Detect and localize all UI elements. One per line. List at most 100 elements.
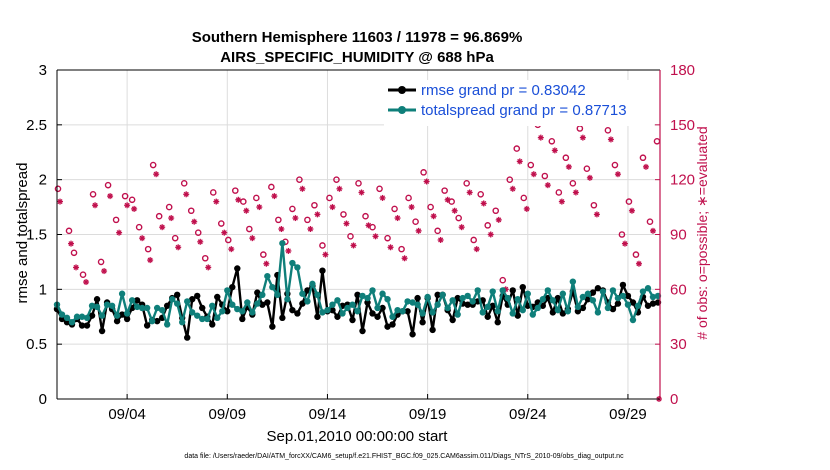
obs-evaluated-point <box>572 189 579 196</box>
obs-possible-point <box>548 137 556 145</box>
obs-evaluated-stroke <box>531 171 537 177</box>
obs-evaluated-stroke <box>147 257 153 263</box>
obs-evaluated-stroke <box>379 195 386 201</box>
obs-evaluated-point <box>57 198 64 205</box>
obs-evaluated-point <box>649 227 656 234</box>
obs-evaluated-stroke <box>365 222 372 228</box>
obs-evaluated-stroke <box>409 204 415 210</box>
obs-possible-point <box>112 216 120 224</box>
obs-possible-point <box>499 276 507 284</box>
obs-evaluated-point <box>147 257 154 264</box>
obs-possible-point <box>171 234 179 242</box>
series-point-rmse <box>113 317 121 325</box>
series-point-totalspread <box>559 290 567 297</box>
x-tick-label: 09/24 <box>509 406 547 423</box>
series-point-rmse <box>514 312 521 319</box>
series-point-rmse <box>419 319 426 326</box>
obs-evaluated-point <box>565 163 572 170</box>
series-point-totalspread <box>189 309 196 316</box>
series-point-rmse <box>224 308 231 315</box>
series-point-totalspread <box>88 302 96 309</box>
series-point-totalspread <box>434 301 441 308</box>
series-point-rmse <box>589 289 597 296</box>
y-tick-right: 180 <box>670 62 695 79</box>
series-point-totalspread <box>594 309 602 316</box>
obs-evaluated-stroke <box>57 199 63 205</box>
series-point-rmse <box>93 296 101 303</box>
obs-possible-point <box>604 127 612 134</box>
series-point-totalspread <box>148 317 156 325</box>
obs-possible-point <box>187 207 195 215</box>
series-point-totalspread <box>449 297 456 304</box>
series-point-rmse <box>163 302 171 309</box>
obs-evaluated-stroke <box>329 204 336 210</box>
obs-evaluated-stroke <box>271 193 277 199</box>
series-point-totalspread <box>209 302 216 309</box>
obs-possible-point <box>89 190 97 198</box>
series-point-totalspread <box>524 290 531 297</box>
obs-evaluated-point <box>607 136 614 143</box>
series-point-rmse <box>549 309 557 316</box>
obs-evaluated-point <box>292 215 299 222</box>
obs-evaluated-stroke <box>101 268 107 274</box>
obs-evaluated-stroke <box>183 191 189 197</box>
obs-evaluated-stroke <box>299 186 305 192</box>
obs-possible-point <box>632 251 640 258</box>
series-point-rmse <box>624 292 632 300</box>
series-point-totalspread <box>229 301 236 308</box>
series-point-rmse <box>133 297 141 304</box>
series-point-totalspread <box>579 293 587 301</box>
series-point-totalspread <box>639 288 647 295</box>
obs-evaluated-point <box>523 205 530 212</box>
obs-possible-point <box>155 212 163 220</box>
obs-evaluated-point <box>579 134 586 141</box>
series-point-rmse <box>184 334 191 341</box>
obs-evaluated-stroke <box>256 204 262 210</box>
x-tick-label: 09/19 <box>409 406 447 423</box>
obs-evaluated-stroke <box>116 230 122 236</box>
series-point-rmse <box>619 281 627 289</box>
obs-evaluated-point <box>271 193 278 200</box>
obs-evaluated-stroke <box>228 246 234 252</box>
obs-evaluated-point <box>642 163 649 170</box>
obs-evaluated-point <box>544 182 551 189</box>
series-point-totalspread <box>649 293 657 301</box>
series-point-totalspread <box>529 311 536 318</box>
obs-evaluated-point <box>509 185 516 192</box>
series-point-totalspread <box>569 278 577 285</box>
series-point-totalspread <box>414 301 421 308</box>
obs-evaluated-stroke <box>249 235 255 241</box>
obs-possible-point <box>311 201 318 209</box>
series-point-rmse <box>519 283 526 291</box>
series-point-rmse <box>254 289 261 296</box>
obs-evaluated-point <box>243 207 250 214</box>
obs-evaluated-point <box>73 264 80 271</box>
series-point-totalspread <box>194 312 201 319</box>
series-point-totalspread <box>73 313 81 320</box>
series-point-totalspread <box>108 302 116 309</box>
series-point-totalspread <box>629 316 637 324</box>
series-point-totalspread <box>404 298 411 305</box>
series-point-totalspread <box>264 272 271 280</box>
series-lines <box>53 240 662 341</box>
obs-possible-point <box>477 190 485 198</box>
series-point-totalspread <box>499 287 506 294</box>
series-point-totalspread <box>644 285 652 292</box>
series-point-totalspread <box>619 292 627 300</box>
series-point-totalspread <box>634 302 642 309</box>
obs-possible-point <box>405 194 412 202</box>
obs-possible-point <box>296 176 303 183</box>
series-point-rmse <box>574 308 582 315</box>
obs-possible-point <box>180 180 188 187</box>
series-point-totalspread <box>239 308 246 315</box>
obs-evaluated-stroke <box>481 200 487 206</box>
obs-evaluated-point <box>314 211 321 218</box>
obs-evaluated-point <box>480 200 487 207</box>
obs-evaluated-stroke <box>387 244 394 250</box>
obs-possible-point <box>590 201 598 209</box>
series-point-rmse <box>629 299 637 306</box>
obs-evaluated-stroke <box>191 219 197 225</box>
series-point-totalspread <box>168 296 176 303</box>
series-point-totalspread <box>394 306 401 314</box>
